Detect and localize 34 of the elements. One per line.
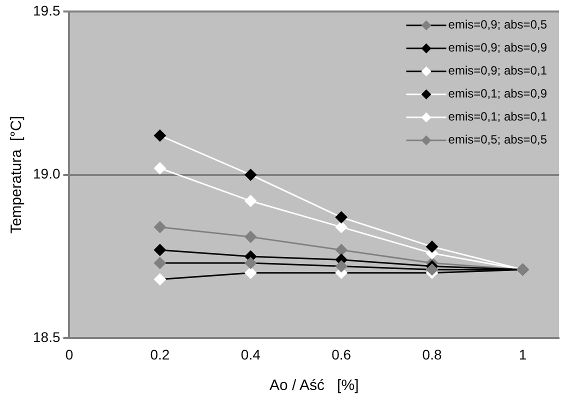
point [335,221,348,234]
point [244,257,257,270]
point [426,240,438,253]
point [335,211,348,224]
legend-label: emis=0,9; abs=0,1 [448,64,548,78]
x-tick-label: 1 [518,346,527,362]
point [244,230,257,243]
x-axis-title: Ao / Aść [%] [270,377,359,394]
x-tick-label: 0.2 [150,346,170,362]
legend-label: emis=0,1; abs=0,9 [448,86,548,101]
point [154,130,166,142]
y-tick-label: 19.0 [33,166,60,182]
point [244,266,257,279]
point [244,194,257,207]
point [335,244,348,256]
x-tick-label: 0.4 [240,346,261,362]
point [335,260,348,272]
point [154,221,166,234]
x-tick-label: 0.8 [422,346,442,362]
legend-label: emis=0,9; abs=0,9 [448,40,548,55]
legend-label: emis=0,5; abs=0,5 [448,132,548,147]
point [426,264,438,276]
x-tick-label: 0 [65,346,74,362]
point [154,244,166,256]
point [154,273,166,286]
point [154,257,166,270]
x-tick-label: 0.6 [332,346,352,362]
legend-label: emis=0,9; abs=0,5 [448,18,548,32]
point [244,168,257,181]
point [154,162,166,174]
legend-label: emis=0,1; abs=0,1 [448,110,548,124]
y-axis-title: Temperatura [°C] [8,116,26,234]
y-tick-label: 19.5 [33,2,60,18]
y-tick-label: 18.5 [33,329,60,346]
